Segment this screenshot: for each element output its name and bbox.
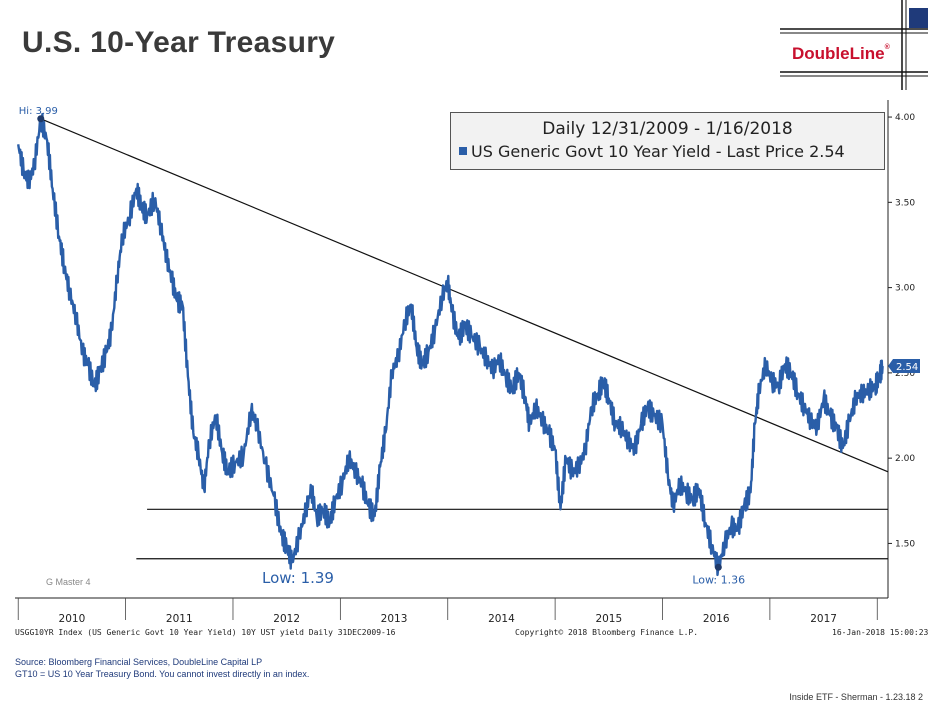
legend-series: US Generic Govt 10 Year Yield - Last Pri… (459, 142, 845, 161)
logo-frame (780, 0, 928, 90)
x-tick-label: 2010 (59, 613, 86, 625)
high-marker (37, 115, 45, 123)
x-tick-label: 2013 (381, 613, 408, 625)
index-note: GT10 = US 10 Year Treasury Bond. You can… (15, 669, 310, 679)
last-price-tag (888, 359, 920, 374)
x-tick-label: 2016 (703, 613, 730, 625)
y-tick-label: 4.00 (895, 113, 915, 123)
x-tick-label: 2014 (488, 613, 515, 625)
high-label: Hi: 3.99 (19, 106, 58, 117)
y-tick-label: 2.50 (895, 369, 915, 379)
x-tick-label: 2012 (273, 613, 300, 625)
page-title: U.S. 10-Year Treasury (22, 26, 336, 59)
y-tick-label: 1.50 (895, 539, 915, 549)
yield-series-line (17, 112, 884, 577)
trend-line (40, 118, 889, 473)
low-2016-marker (714, 563, 722, 571)
x-tick-label: 2015 (595, 613, 622, 625)
low-2012-label: Low: 1.39 (262, 569, 334, 587)
copyright: Copyright© 2018 Bloomberg Finance L.P. (515, 628, 699, 637)
source-note: Source: Bloomberg Financial Services, Do… (15, 657, 263, 667)
x-tick-label: 2017 (810, 613, 837, 625)
chart-legend: Daily 12/31/2009 - 1/16/2018 US Generic … (450, 112, 885, 170)
x-tick-label: 2011 (166, 613, 193, 625)
y-tick-label: 3.00 (895, 284, 915, 294)
series-swatch-icon (459, 147, 467, 155)
master-label: G Master 4 (46, 577, 91, 587)
y-tick-label: 2.00 (895, 454, 915, 464)
slide-footer: Inside ETF - Sherman - 1.23.18 2 (789, 692, 923, 702)
legend-date-range: Daily 12/31/2009 - 1/16/2018 (542, 119, 793, 139)
low-2016-label: Low: 1.36 (692, 573, 745, 586)
y-tick-label: 3.50 (895, 198, 915, 208)
timestamp: 16-Jan-2018 15:00:23 (832, 628, 928, 637)
doubleline-logo: DoubleLine® (792, 44, 890, 63)
index-description: USGG10YR Index (US Generic Govt 10 Year … (15, 628, 396, 637)
last-price-label: 2.54 (896, 362, 918, 373)
